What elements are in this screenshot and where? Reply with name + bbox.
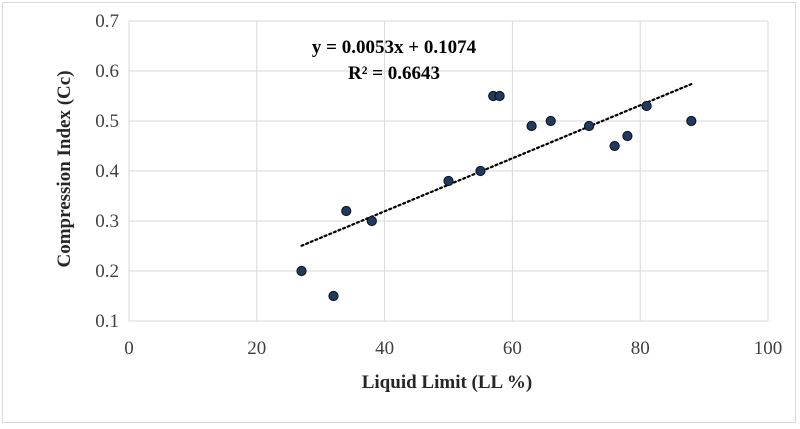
trendline-equation: y = 0.0053x + 0.1074 xyxy=(312,37,477,58)
data-point xyxy=(686,115,697,127)
data-point xyxy=(583,120,595,132)
data-point xyxy=(475,165,486,177)
trendline xyxy=(300,82,693,247)
data-point xyxy=(443,175,454,187)
scatter-chart: 0 20 40 60 80 100 0.1 0.2 0.3 0.4 0.5 0.6 0.7 y = 0… xyxy=(54,11,782,393)
x-tick-label: 20 xyxy=(247,338,266,359)
y-tick-label: 0.3 xyxy=(95,211,119,232)
grid-layer xyxy=(128,20,769,322)
y-tick-label: 0.5 xyxy=(95,111,119,132)
y-tick-labels: 0.1 0.2 0.3 0.4 0.5 0.6 0.7 xyxy=(95,11,119,332)
y-tick-label: 0.1 xyxy=(95,311,119,332)
x-tick-label: 60 xyxy=(503,338,522,359)
data-point xyxy=(494,90,505,102)
x-axis-title: Liquid Limit (LL %) xyxy=(362,372,533,393)
trendline-layer xyxy=(300,82,693,247)
data-point xyxy=(296,265,307,277)
chart-frame: 0 20 40 60 80 100 0.1 0.2 0.3 0.4 0.5 0.6 0.7 y = 0… xyxy=(2,2,796,423)
data-point xyxy=(545,115,556,127)
data-point xyxy=(641,100,652,112)
x-tick-label: 80 xyxy=(631,338,650,359)
data-points-layer xyxy=(296,90,697,302)
y-tick-label: 0.6 xyxy=(95,61,119,82)
data-point xyxy=(609,140,620,152)
x-tick-label: 40 xyxy=(375,338,394,359)
x-tick-label: 0 xyxy=(124,338,134,359)
y-tick-label: 0.4 xyxy=(95,161,119,182)
data-point xyxy=(341,205,352,217)
y-tick-label: 0.7 xyxy=(95,11,119,32)
x-tick-labels: 0 20 40 60 80 100 xyxy=(124,338,782,359)
trendline-r-squared: R² = 0.6643 xyxy=(348,63,440,84)
y-axis-title: Compression Index (Cc) xyxy=(54,70,75,267)
data-point xyxy=(622,130,633,142)
data-point xyxy=(328,290,339,302)
y-tick-label: 0.2 xyxy=(95,261,119,282)
data-point xyxy=(366,215,377,227)
data-point xyxy=(526,120,537,132)
x-tick-label: 100 xyxy=(754,338,783,359)
